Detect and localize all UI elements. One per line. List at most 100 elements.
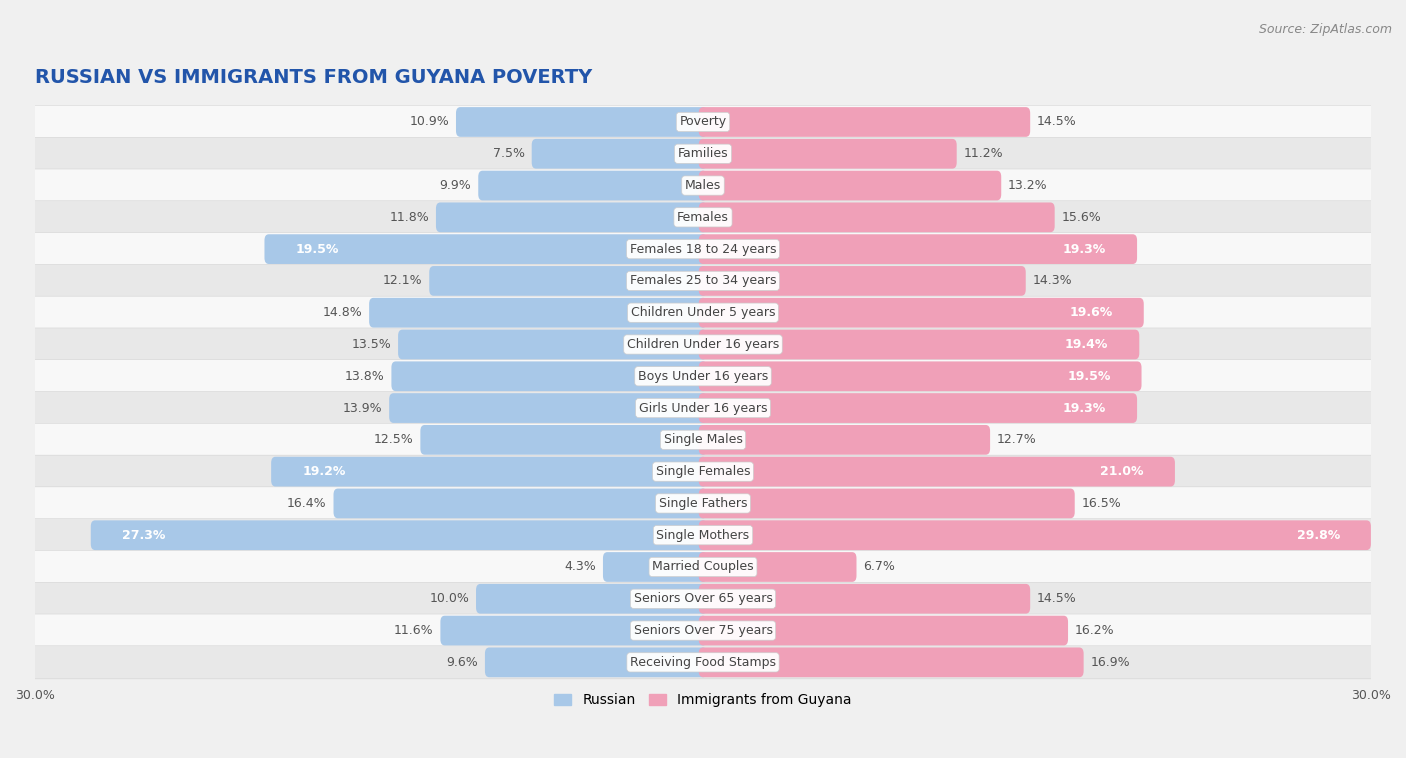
FancyBboxPatch shape [35,455,1371,488]
FancyBboxPatch shape [35,392,1371,424]
FancyBboxPatch shape [699,584,1031,614]
Text: Children Under 16 years: Children Under 16 years [627,338,779,351]
FancyBboxPatch shape [420,425,707,455]
FancyBboxPatch shape [699,330,1139,359]
Text: 13.8%: 13.8% [344,370,385,383]
Text: 13.5%: 13.5% [352,338,391,351]
Text: 14.5%: 14.5% [1038,115,1077,128]
FancyBboxPatch shape [699,139,956,168]
FancyBboxPatch shape [699,298,1143,327]
Text: 29.8%: 29.8% [1296,529,1340,542]
FancyBboxPatch shape [35,105,1371,139]
FancyBboxPatch shape [35,265,1371,297]
Text: Poverty: Poverty [679,115,727,128]
FancyBboxPatch shape [699,107,1031,137]
Text: 9.9%: 9.9% [440,179,471,192]
Text: Single Mothers: Single Mothers [657,529,749,542]
FancyBboxPatch shape [477,584,707,614]
Text: Females 18 to 24 years: Females 18 to 24 years [630,243,776,255]
Text: Single Males: Single Males [664,434,742,446]
Text: 16.9%: 16.9% [1091,656,1130,669]
FancyBboxPatch shape [35,423,1371,456]
Text: 11.8%: 11.8% [389,211,429,224]
FancyBboxPatch shape [456,107,707,137]
Text: 10.0%: 10.0% [429,592,470,606]
Text: 14.8%: 14.8% [322,306,363,319]
Text: 19.3%: 19.3% [1063,243,1107,255]
Text: Children Under 5 years: Children Under 5 years [631,306,775,319]
FancyBboxPatch shape [35,550,1371,584]
FancyBboxPatch shape [436,202,707,232]
FancyBboxPatch shape [429,266,707,296]
FancyBboxPatch shape [35,233,1371,265]
Text: 11.6%: 11.6% [394,624,433,637]
FancyBboxPatch shape [264,234,707,264]
FancyBboxPatch shape [271,457,707,487]
Text: Females: Females [678,211,728,224]
Text: 12.7%: 12.7% [997,434,1036,446]
FancyBboxPatch shape [699,202,1054,232]
Text: 27.3%: 27.3% [122,529,165,542]
Text: 21.0%: 21.0% [1101,465,1144,478]
Text: 15.6%: 15.6% [1062,211,1101,224]
Text: Seniors Over 65 years: Seniors Over 65 years [634,592,772,606]
Text: 13.9%: 13.9% [343,402,382,415]
Text: 19.5%: 19.5% [1067,370,1111,383]
Text: 11.2%: 11.2% [963,147,1002,160]
FancyBboxPatch shape [35,201,1371,234]
Text: 12.1%: 12.1% [382,274,422,287]
FancyBboxPatch shape [440,615,707,645]
FancyBboxPatch shape [35,169,1371,202]
FancyBboxPatch shape [485,647,707,677]
Text: Receiving Food Stamps: Receiving Food Stamps [630,656,776,669]
Text: 16.5%: 16.5% [1081,497,1122,510]
FancyBboxPatch shape [91,520,707,550]
Text: Source: ZipAtlas.com: Source: ZipAtlas.com [1258,23,1392,36]
FancyBboxPatch shape [391,362,707,391]
FancyBboxPatch shape [699,266,1026,296]
FancyBboxPatch shape [699,552,856,582]
Legend: Russian, Immigrants from Guyana: Russian, Immigrants from Guyana [548,688,858,713]
FancyBboxPatch shape [699,457,1175,487]
Text: 19.5%: 19.5% [295,243,339,255]
FancyBboxPatch shape [699,393,1137,423]
FancyBboxPatch shape [699,520,1371,550]
Text: 16.2%: 16.2% [1076,624,1115,637]
Text: 19.2%: 19.2% [302,465,346,478]
FancyBboxPatch shape [333,489,707,518]
Text: Girls Under 16 years: Girls Under 16 years [638,402,768,415]
Text: Married Couples: Married Couples [652,560,754,574]
FancyBboxPatch shape [531,139,707,168]
FancyBboxPatch shape [35,328,1371,361]
FancyBboxPatch shape [35,518,1371,552]
FancyBboxPatch shape [699,425,990,455]
FancyBboxPatch shape [35,360,1371,393]
FancyBboxPatch shape [603,552,707,582]
FancyBboxPatch shape [699,234,1137,264]
Text: 19.4%: 19.4% [1064,338,1108,351]
Text: 7.5%: 7.5% [494,147,524,160]
FancyBboxPatch shape [699,615,1069,645]
Text: 14.5%: 14.5% [1038,592,1077,606]
Text: RUSSIAN VS IMMIGRANTS FROM GUYANA POVERTY: RUSSIAN VS IMMIGRANTS FROM GUYANA POVERT… [35,68,592,87]
FancyBboxPatch shape [35,582,1371,615]
FancyBboxPatch shape [699,171,1001,200]
FancyBboxPatch shape [35,646,1371,679]
FancyBboxPatch shape [699,362,1142,391]
Text: 9.6%: 9.6% [446,656,478,669]
FancyBboxPatch shape [478,171,707,200]
Text: Single Females: Single Females [655,465,751,478]
FancyBboxPatch shape [389,393,707,423]
Text: Seniors Over 75 years: Seniors Over 75 years [634,624,772,637]
FancyBboxPatch shape [699,489,1074,518]
FancyBboxPatch shape [398,330,707,359]
Text: 4.3%: 4.3% [564,560,596,574]
Text: 13.2%: 13.2% [1008,179,1047,192]
Text: Families: Families [678,147,728,160]
FancyBboxPatch shape [35,487,1371,520]
Text: Females 25 to 34 years: Females 25 to 34 years [630,274,776,287]
Text: 12.5%: 12.5% [374,434,413,446]
Text: Males: Males [685,179,721,192]
Text: 6.7%: 6.7% [863,560,896,574]
Text: Boys Under 16 years: Boys Under 16 years [638,370,768,383]
